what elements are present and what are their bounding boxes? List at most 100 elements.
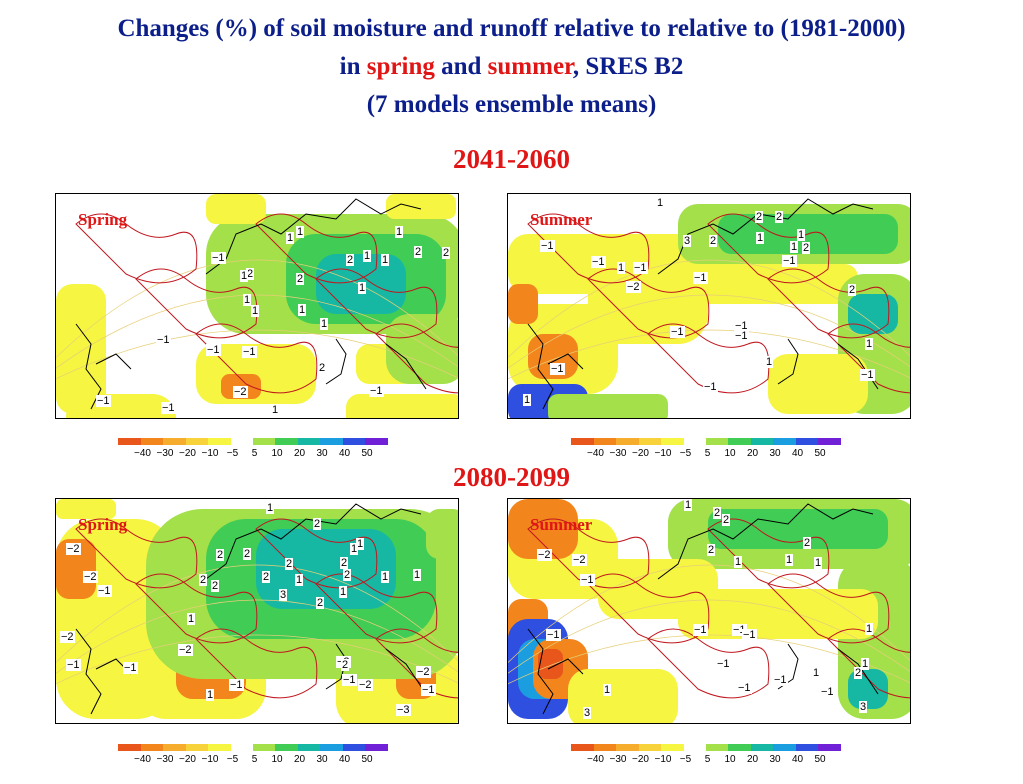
contour-label: 1 <box>734 556 743 568</box>
contour-label: 3 <box>279 589 288 601</box>
contour-label: 1 <box>797 229 806 241</box>
contour-line <box>827 323 910 394</box>
map-2080-spring: Spring 1 2 2 2 2 2 2 2 1 1 2 1 3 2 2 1 1 1 −2 −2 −1 −2 −1 −1 −2−… <box>55 498 459 724</box>
legend-tick-label: 10 <box>724 754 736 765</box>
contour-line <box>587 573 710 644</box>
contour-label: −1 <box>97 585 112 597</box>
field-cell <box>66 394 176 418</box>
legend-tick-label: 5 <box>251 448 258 459</box>
contour-label: −1 <box>550 363 565 375</box>
contour-label: 2 <box>243 548 252 560</box>
legend-swatch <box>118 438 141 445</box>
legend-tick-label: −10 <box>201 448 219 459</box>
contour-label: 2 <box>340 557 349 569</box>
legend-ticks: −40 −30 −20 −10 −5 5 10 20 30 40 50 <box>118 754 418 768</box>
contour-label: 2 <box>775 211 784 223</box>
legend-tick-label: 20 <box>746 448 759 459</box>
legend-tick-label: 40 <box>338 448 351 459</box>
contour-label: 3 <box>683 235 692 247</box>
contour-line <box>375 323 458 394</box>
contour-label: 1 <box>684 499 693 511</box>
contour-label: −1 <box>716 658 731 670</box>
legend-swatch <box>320 438 343 445</box>
latitude-line <box>508 329 910 380</box>
title-scenario: , SRES B2 <box>572 53 684 80</box>
legend-swatch <box>638 744 661 751</box>
contour-label: −1 <box>242 346 257 358</box>
contour-label: 1 <box>363 250 372 262</box>
legend-tick-label: 5 <box>704 448 711 459</box>
map-canvas <box>508 499 910 723</box>
coastline <box>527 503 879 715</box>
legend-swatch <box>297 744 320 751</box>
contour-label: −1 <box>229 679 244 691</box>
legend-ticks: −40 −30 −20 −10 −5 5 10 20 30 40 50 <box>571 754 871 768</box>
latitude-line <box>508 564 910 664</box>
contour-label: 2 <box>216 549 225 561</box>
contour-label: −1 <box>693 272 708 284</box>
contour-label: 1 <box>381 571 390 583</box>
legend-swatch <box>661 744 684 751</box>
legend-swatch <box>185 744 208 751</box>
legend-tick-label: −10 <box>654 754 672 765</box>
contour-label: −2 <box>572 554 587 566</box>
legend-tick-label: −10 <box>201 754 219 765</box>
contour-label: −1 <box>860 369 875 381</box>
contour-label: 2 <box>755 211 764 223</box>
legend-tick-label: −20 <box>632 754 649 765</box>
contour-label: 3 <box>859 701 868 713</box>
contour-line <box>767 573 890 644</box>
contour-label: 2 <box>285 558 294 570</box>
contour-label: 2 <box>722 514 731 526</box>
legend-swatch <box>705 744 728 751</box>
contour-label: −2 <box>416 666 431 678</box>
legend-tick-label: −30 <box>156 754 174 765</box>
legend-swatch <box>593 744 616 751</box>
contour-line <box>767 268 890 339</box>
contour-label: −1 <box>342 674 357 686</box>
contour-label: −2 <box>60 631 75 643</box>
contour-label: −1 <box>421 684 436 696</box>
legend-tick-label: 50 <box>814 448 826 459</box>
legend-swatch <box>661 438 684 445</box>
contour-label: 2 <box>802 242 811 254</box>
contour-label: 2 <box>246 268 255 280</box>
contour-label: 1 <box>358 282 367 294</box>
legend-tick-label: −5 <box>226 448 239 459</box>
legend-swatch <box>185 438 208 445</box>
latitude-line <box>56 599 458 674</box>
legend-swatch <box>140 438 163 445</box>
contour-label: −3 <box>396 704 411 716</box>
contour-label: −1 <box>742 629 757 641</box>
legend-swatches <box>571 438 851 445</box>
legend-swatch <box>750 438 773 445</box>
contour-label: 2 <box>707 544 716 556</box>
contour-line <box>647 323 770 394</box>
season-label: Summer <box>530 515 593 534</box>
contour-label: 1 <box>320 318 329 330</box>
legend-swatch <box>728 438 751 445</box>
contour-label: −1 <box>693 624 708 636</box>
contour-label: 2 <box>313 518 322 530</box>
title-and: and <box>434 53 488 80</box>
field-cell <box>848 669 888 709</box>
contour-label: −1 <box>66 659 81 671</box>
contour-label: 1 <box>296 226 305 238</box>
contour-label: 1 <box>350 543 359 555</box>
field-cell <box>508 499 578 559</box>
contour-label: −1 <box>546 629 561 641</box>
legend-tick-label: −5 <box>679 448 692 459</box>
legend-tick-label: 30 <box>769 448 781 459</box>
legend-swatch <box>297 438 320 445</box>
contour-label: −1 <box>156 334 171 346</box>
latitude-line <box>56 564 458 664</box>
season-label: Summer <box>530 210 593 229</box>
field-cell <box>206 194 266 224</box>
field-cell <box>346 394 458 418</box>
legend-swatches <box>118 438 398 445</box>
legend-swatch <box>593 438 616 445</box>
legend-swatch <box>638 438 661 445</box>
legend-4: −40 −30 −20 −10 −5 5 10 20 30 40 50 <box>571 744 871 784</box>
legend-swatch <box>773 744 796 751</box>
field-cell <box>386 314 458 384</box>
